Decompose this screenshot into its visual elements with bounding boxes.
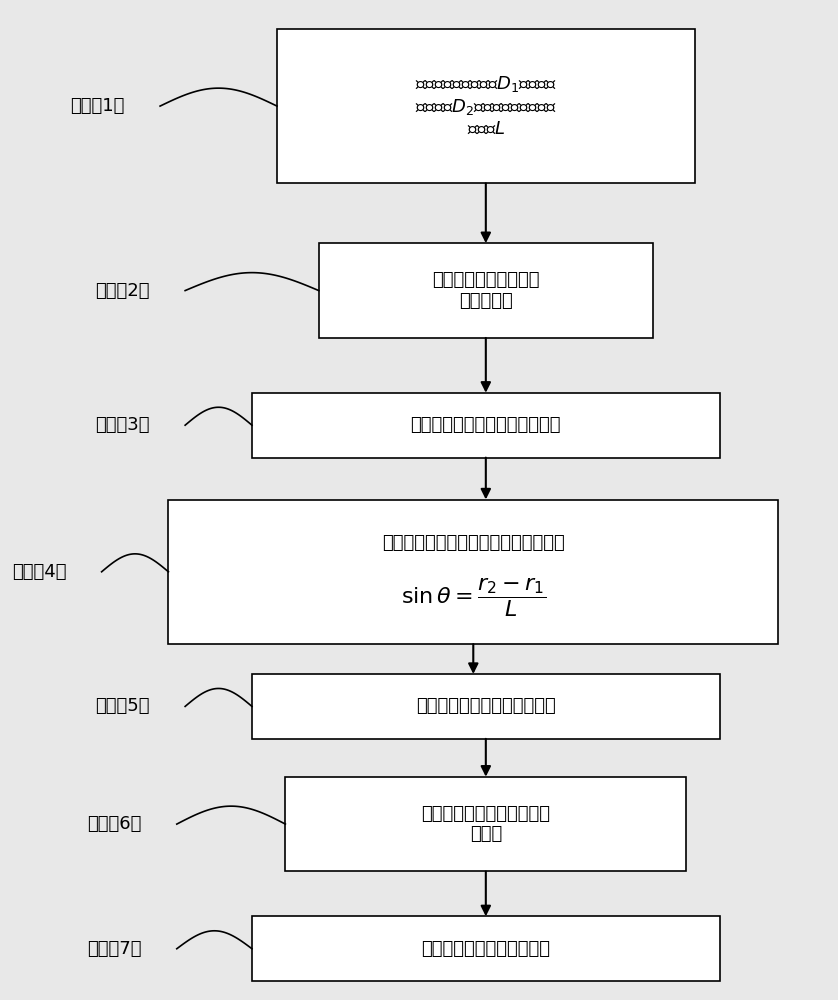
FancyBboxPatch shape <box>252 916 720 981</box>
Text: 步骤（6）: 步骤（6） <box>87 815 142 833</box>
Text: 确定相位校正元件的初始相
位分布: 确定相位校正元件的初始相 位分布 <box>422 805 551 843</box>
Text: 步骤（5）: 步骤（5） <box>96 697 150 715</box>
FancyBboxPatch shape <box>168 500 779 644</box>
Text: 计算光线偏角：由几何关系，可以确定: 计算光线偏角：由几何关系，可以确定 <box>382 534 565 552</box>
FancyBboxPatch shape <box>277 29 695 183</box>
Text: 局部算法优化计算相位分布: 局部算法优化计算相位分布 <box>422 940 551 958</box>
FancyBboxPatch shape <box>252 393 720 458</box>
FancyBboxPatch shape <box>318 243 653 338</box>
Text: 根据光线追迹建立一一对应关系: 根据光线追迹建立一一对应关系 <box>411 416 561 434</box>
Text: 步骤（1）: 步骤（1） <box>70 97 125 115</box>
Text: 步骤（3）: 步骤（3） <box>96 416 150 434</box>
Text: 步骤（2）: 步骤（2） <box>96 282 150 300</box>
Text: $\sin\theta = \dfrac{r_2 - r_1}{L}$: $\sin\theta = \dfrac{r_2 - r_1}{L}$ <box>401 577 546 619</box>
Text: 确定高斯光束的直径$D_1$，平顶光
束的直径$D_2$，以及两个光学元件
的间距$L$: 确定高斯光束的直径$D_1$，平顶光 束的直径$D_2$，以及两个光学元件 的间… <box>415 74 557 138</box>
FancyBboxPatch shape <box>252 674 720 739</box>
Text: 根据能量守恒计算平顶
光束的光强: 根据能量守恒计算平顶 光束的光强 <box>432 271 540 310</box>
Text: 步骤（7）: 步骤（7） <box>87 940 142 958</box>
FancyBboxPatch shape <box>286 777 686 871</box>
Text: 确定整形元件的初始相位分布: 确定整形元件的初始相位分布 <box>416 697 556 715</box>
Text: 步骤（4）: 步骤（4） <box>12 563 66 581</box>
